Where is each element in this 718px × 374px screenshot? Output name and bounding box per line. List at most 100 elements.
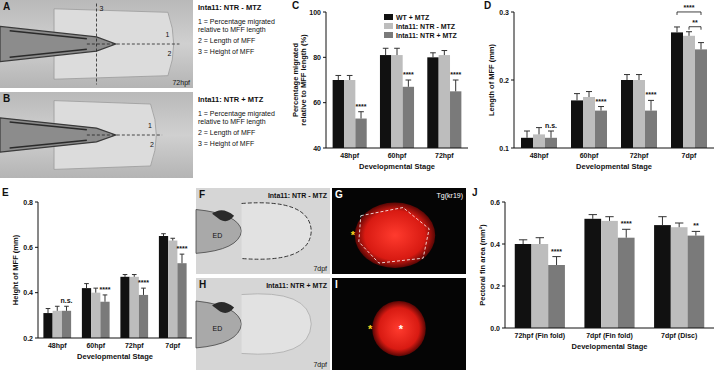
legend-swatch [384,32,393,38]
condition-label: Inta11: NTR + MTZ [266,282,328,289]
image-panel: 12372hpfAInta11: NTR - MTZ1 = Percentage… [0,0,275,88]
key-text: 2 = Length of MFF [198,37,255,45]
y-tick-label: 60 [313,99,321,106]
panel-letter: E [2,187,9,198]
significance-label: **** [138,279,149,286]
error-cap [358,111,364,112]
bar [403,87,414,148]
x-tick-label: 72hpf [630,152,649,160]
error-cap [548,131,554,132]
larva-body [196,210,242,254]
panel-letter: H [199,279,206,290]
error-stem [539,238,540,244]
bar [177,263,186,338]
error-bar [441,51,447,56]
stage-label: 72hpf [172,79,190,87]
significance-label: n.s. [60,297,72,304]
error-stem [589,92,590,97]
error-bar [93,288,98,293]
error-bar [686,32,692,36]
legend-swatch [384,14,393,20]
y-tick-label: 0.4 [23,289,33,296]
bar [450,91,461,148]
error-stem [556,257,557,265]
bar [333,80,344,148]
error-cap [598,106,604,107]
plot-marks [521,27,707,148]
bar [583,97,595,148]
y-tick [511,12,514,13]
text-line: 3 = Height of MFF [198,140,254,148]
error-stem [143,288,144,295]
error-bar [674,27,680,32]
measure-marker: 1 [165,31,169,38]
y-tick-label: 40 [313,145,321,152]
bar [695,49,707,148]
bar [683,36,695,148]
error-stem [86,284,87,289]
image-background [0,0,193,88]
bracket [677,12,701,15]
chart: n.s.**************0.10.20.348hpf60hpf72h… [484,0,714,171]
y-tick [35,202,38,203]
error-stem [385,48,386,55]
error-cap [658,216,666,217]
error-bar [180,254,185,263]
measure-line [96,4,97,85]
error-bar [548,131,554,138]
legend-label: Inta11: NTR - MTZ [396,23,456,30]
error-bar [430,53,436,58]
measure-marker: 2 [150,141,154,148]
y-tick [35,292,38,293]
y-tick [323,12,326,13]
y-tick-label: 0.6 [490,199,500,206]
error-bar [383,48,389,55]
measure-marker: 3 [100,5,104,12]
significance-label: **** [646,91,657,98]
y-tick-label: 0.8 [23,199,33,206]
error-stem [523,240,524,244]
error-stem [679,223,680,227]
error-cap [536,127,542,128]
error-stem [695,231,696,235]
plot-marks [333,48,462,148]
text-line: relative to MFF length [198,118,266,126]
error-bar [648,100,654,110]
error-bar [586,92,592,97]
y-axis-label: Pectoral fin area (mm²) [478,224,487,306]
error-stem [104,295,105,302]
bar [62,311,71,338]
star-marker: * [399,323,404,335]
error-stem [361,112,362,119]
legend: WT + MTZInta11: NTR - MTZInta11: NTR + M… [384,14,458,39]
error-cap [383,48,389,49]
stage-label: 7dpf [313,361,327,369]
error-cap [586,91,592,92]
chart: **********0.00.20.40.672hpf (Fin fold)7d… [472,187,714,351]
error-stem [57,306,58,311]
measure-line [87,135,162,136]
x-tick-label: 72hpf [435,152,454,160]
panel-letter: D [484,0,491,11]
error-cap [605,216,613,217]
error-bar [605,217,613,221]
error-bar [574,94,580,101]
pigment [10,122,87,130]
error-cap [524,131,530,132]
error-cap [692,231,700,232]
bracket-label: **** [684,4,695,11]
chart: ************40608010048hpf60hpf72hpfDeve… [291,0,468,171]
star-marker: * [368,323,373,335]
y-axis-line [38,202,39,338]
text-line: Height of MFF (mm) [11,234,20,305]
error-cap [624,74,630,75]
error-stem [66,306,67,311]
y-tick-label: 80 [313,54,321,61]
error-cap [674,26,680,27]
measure-line [87,44,180,45]
image-background [332,188,466,274]
plot-marks [515,215,704,328]
y-tick [323,102,326,103]
bar [618,238,635,328]
error-bar [552,257,560,265]
